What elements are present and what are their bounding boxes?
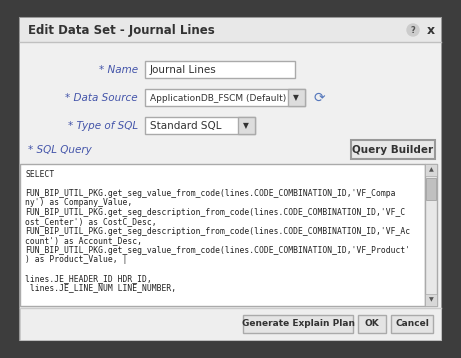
Bar (238, 117, 255, 134)
Bar (243, 315, 353, 333)
Text: FUN_BIP_UTIL_PKG.get_seg_value_from_code(lines.CODE_COMBINATION_ID,'VF_Compa: FUN_BIP_UTIL_PKG.get_seg_value_from_code… (25, 189, 396, 198)
Text: ApplicationDB_FSCM (Default): ApplicationDB_FSCM (Default) (150, 93, 286, 102)
Text: ?: ? (411, 25, 415, 34)
Bar (20, 164, 425, 306)
Text: Query Builder: Query Builder (353, 145, 433, 155)
Bar (145, 89, 305, 106)
Text: Standard SQL: Standard SQL (150, 121, 221, 131)
Bar (425, 164, 437, 176)
Bar (391, 315, 433, 333)
Text: FUN_BIP_UTIL_PKG.get_seg_description_from_code(lines.CODE_COMBINATION_ID,'VF_Ac: FUN_BIP_UTIL_PKG.get_seg_description_fro… (25, 227, 410, 236)
Text: * Name: * Name (99, 65, 138, 75)
Text: * Type of SQL: * Type of SQL (68, 121, 138, 131)
Text: FUN_BIP_UTIL_PKG.get_seg_value_from_code(lines.CODE_COMBINATION_ID,'VF_Product': FUN_BIP_UTIL_PKG.get_seg_value_from_code… (25, 246, 410, 255)
Text: ⟳: ⟳ (313, 91, 325, 105)
Bar (20, 42, 441, 340)
Text: Journal Lines: Journal Lines (150, 65, 217, 75)
Text: ost_Center') as CostC_Desc,: ost_Center') as CostC_Desc, (25, 217, 157, 226)
Bar (20, 308, 441, 340)
Text: Edit Data Set - Journal Lines: Edit Data Set - Journal Lines (28, 24, 215, 37)
Bar (425, 164, 437, 306)
Circle shape (407, 24, 419, 36)
Text: Generate Explain Plan: Generate Explain Plan (242, 319, 355, 329)
Text: lines.JE_HEADER_ID HDR_ID,: lines.JE_HEADER_ID HDR_ID, (25, 274, 152, 283)
Text: SELECT: SELECT (25, 169, 54, 179)
Text: FUN_BIP_UTIL_PKG.get_seg_description_from_code(lines.CODE_COMBINATION_ID,'VF_C: FUN_BIP_UTIL_PKG.get_seg_description_fro… (25, 208, 405, 217)
Text: lines.JE_LINE_NUM LINE_NUMBER,: lines.JE_LINE_NUM LINE_NUMBER, (25, 284, 176, 292)
Text: * SQL Query: * SQL Query (28, 145, 92, 155)
Bar (145, 117, 255, 134)
Bar (145, 61, 295, 78)
Text: ▼: ▼ (429, 297, 433, 303)
Text: ny') as Company_Value,: ny') as Company_Value, (25, 198, 132, 207)
Text: x: x (427, 24, 435, 37)
Bar (20, 18, 441, 42)
Text: count') as Account_Desc,: count') as Account_Desc, (25, 236, 142, 245)
Text: * Data Source: * Data Source (65, 93, 138, 103)
Bar (20, 18, 441, 340)
Bar (288, 89, 305, 106)
Text: ▲: ▲ (429, 168, 433, 173)
Bar (358, 315, 386, 333)
Bar (425, 294, 437, 306)
Text: ▼: ▼ (243, 121, 249, 131)
Bar (426, 178, 436, 200)
Text: ▼: ▼ (293, 93, 299, 102)
Text: Cancel: Cancel (395, 319, 429, 329)
Text: ) as Product_Value, |: ) as Product_Value, | (25, 255, 127, 264)
Bar (351, 140, 435, 159)
Text: OK: OK (365, 319, 379, 329)
